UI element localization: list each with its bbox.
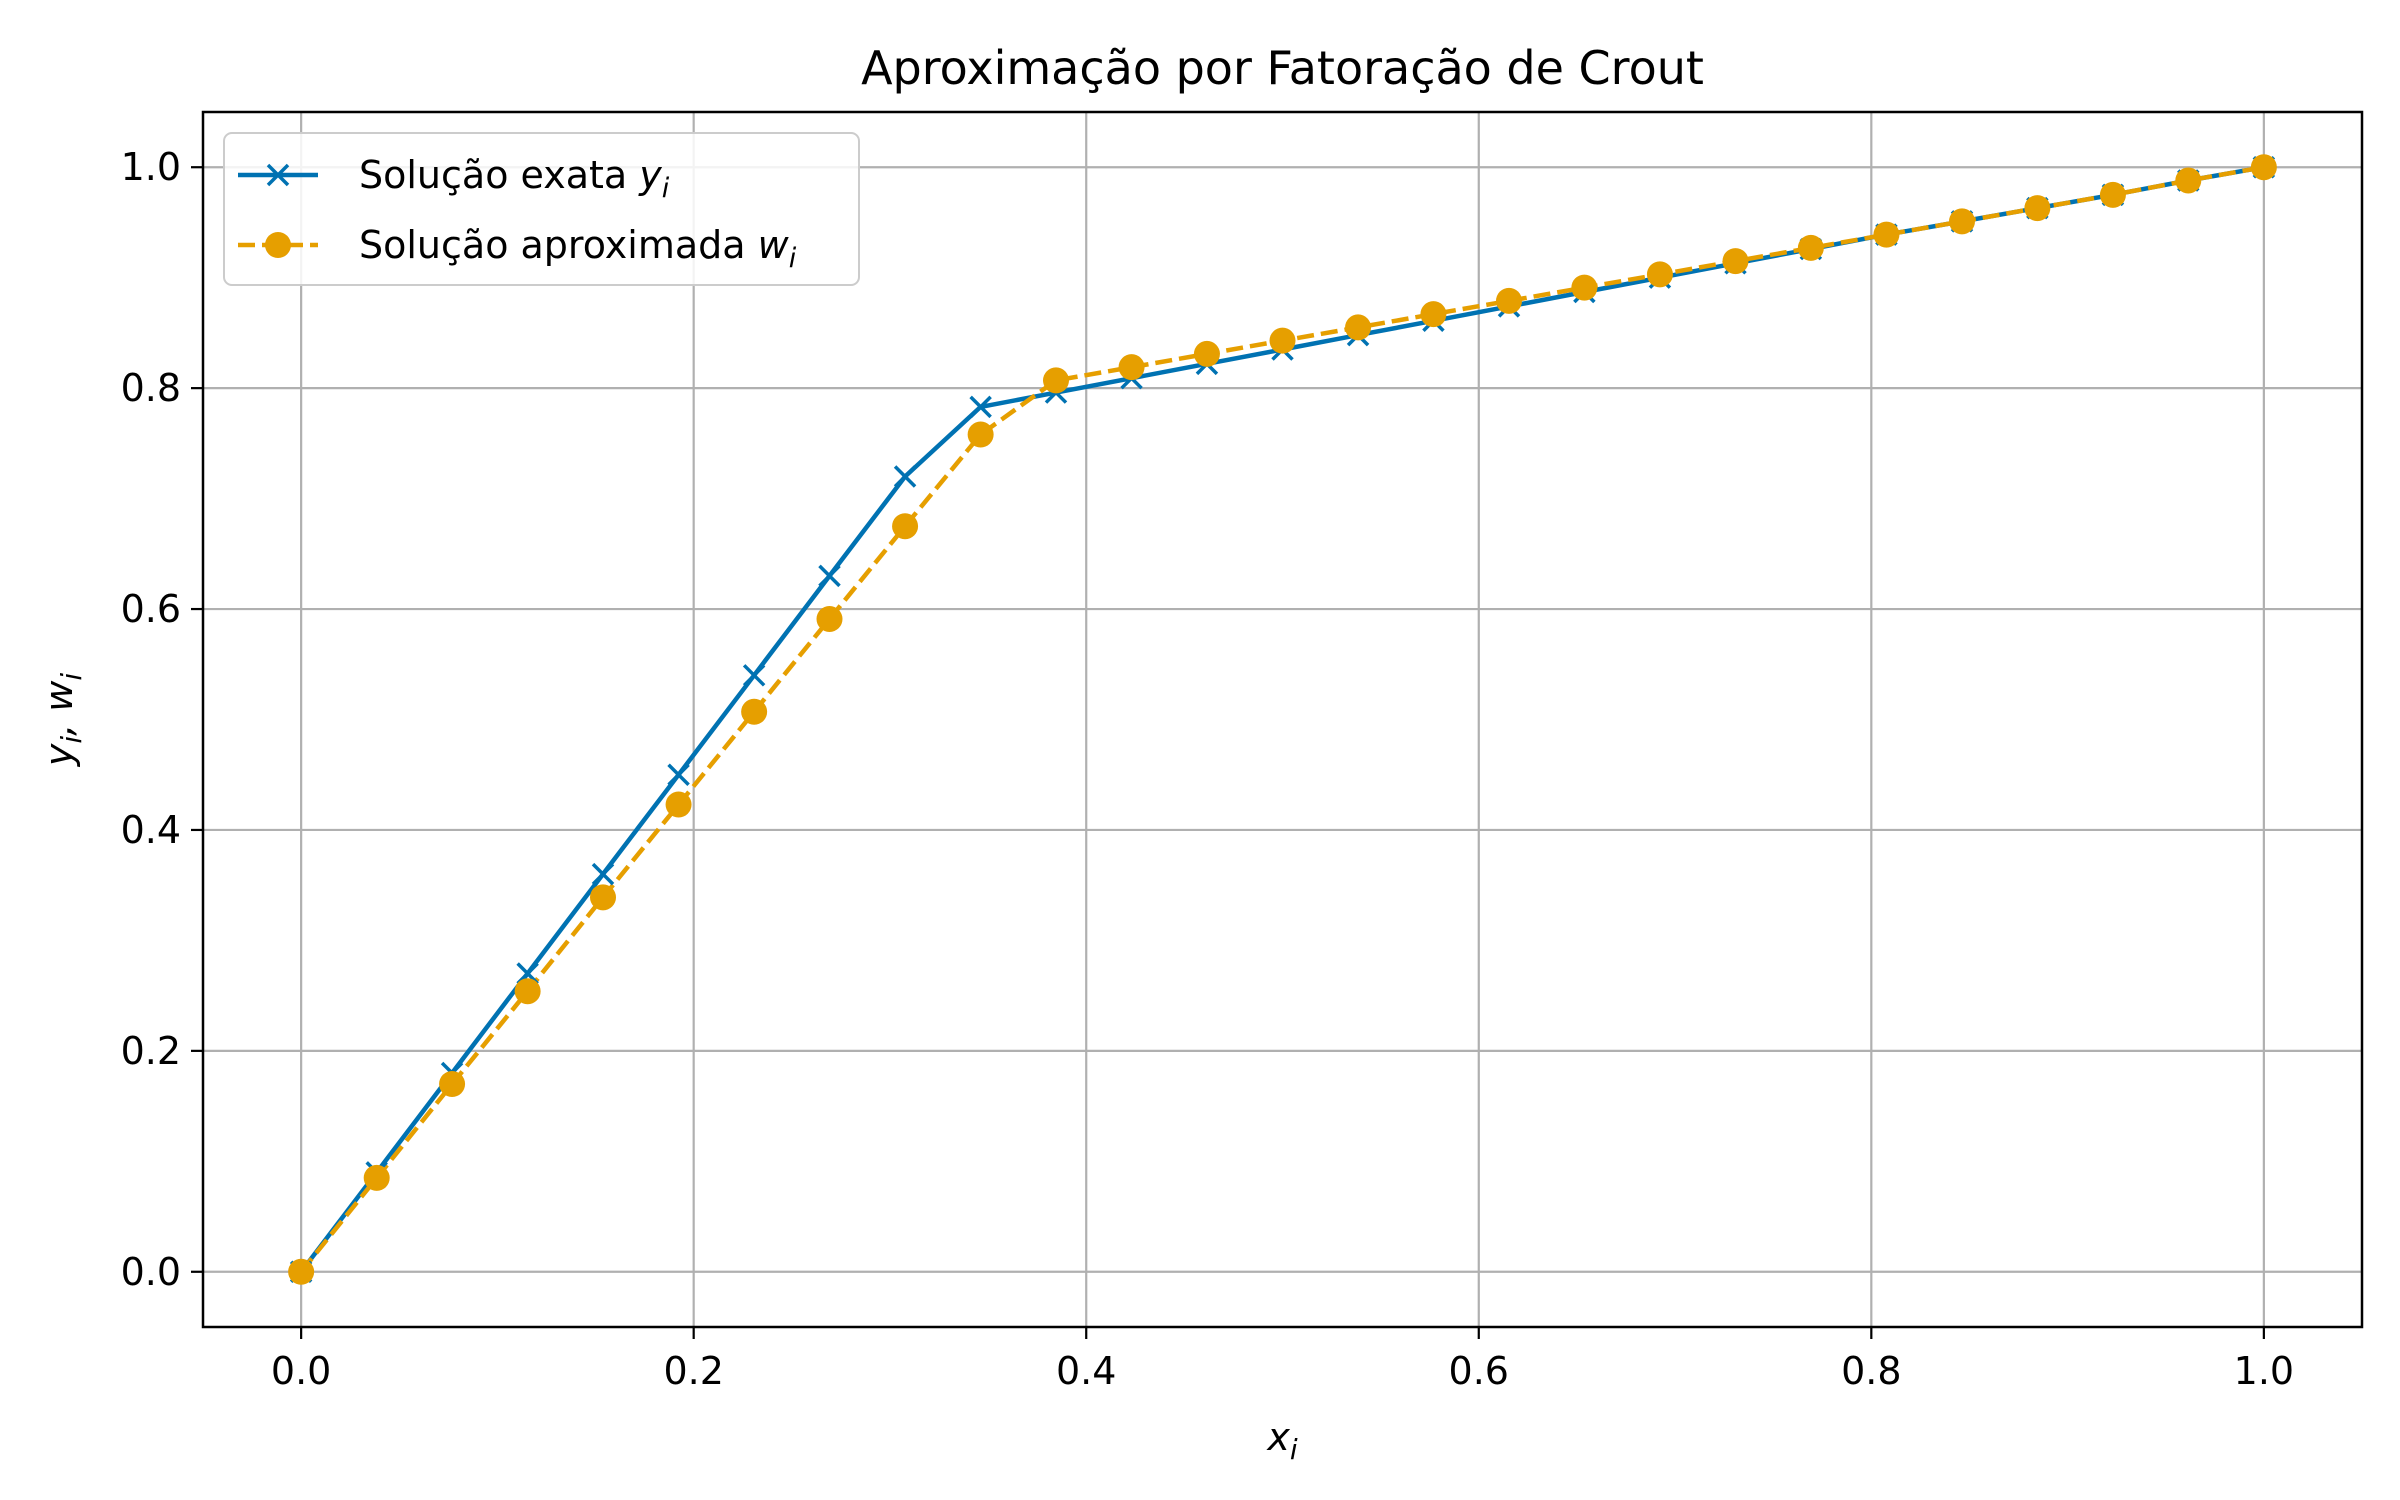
x-tick-label: 0.4	[1056, 1349, 1116, 1393]
data-point-circle-marker	[1495, 287, 1522, 314]
data-point-circle-marker	[2175, 167, 2202, 194]
legend: Solução exata yi Solução aproximada wi	[223, 132, 860, 286]
x-tick-label: 0.6	[1449, 1349, 1509, 1393]
x-axis-label: xi​	[1266, 1415, 1298, 1466]
data-point-circle-marker	[1571, 274, 1598, 301]
data-point-circle-marker	[1118, 354, 1145, 381]
data-point-circle-marker	[2099, 181, 2126, 208]
data-point-x-marker	[818, 564, 841, 588]
data-point-circle-marker	[288, 1258, 315, 1285]
x-tick-label: 0.0	[271, 1349, 331, 1393]
plot-frame	[201, 110, 2364, 1329]
y-tick-label: 0.6	[121, 587, 181, 631]
y-tick-label: 0.0	[121, 1250, 181, 1294]
x-tick-label: 1.0	[2234, 1349, 2294, 1393]
y-tick-label: 0.4	[121, 808, 181, 852]
legend-x-marker	[266, 163, 290, 187]
y-tick-label: 0.8	[121, 366, 181, 410]
data-point-circle-marker	[514, 978, 541, 1005]
data-point-circle-marker	[1797, 234, 1824, 261]
data-point-circle-marker	[1345, 314, 1372, 341]
data-point-circle-marker	[1722, 248, 1749, 275]
axis-ticks: 0.0 0.2 0.4 0.6 0.8 1.0 0.0 0.2 0.4 0.6 0.8 1.0	[121, 145, 2295, 1393]
y-tick-label: 1.0	[121, 145, 181, 189]
data-point-circle-marker	[1043, 367, 1070, 394]
data-point-circle-marker	[439, 1071, 466, 1097]
legend-label-2: Solução aproximada wi	[359, 223, 797, 274]
chart-title: Aproximação por Fatoração de Crout	[861, 41, 1704, 95]
x-tick-label: 0.8	[1841, 1349, 1901, 1393]
data-point-circle-marker	[2024, 195, 2051, 222]
data-point-circle-marker	[967, 421, 994, 448]
data-point-circle-marker	[363, 1164, 390, 1191]
data-point-circle-marker	[1269, 327, 1296, 354]
data-point-circle-marker	[1646, 261, 1673, 288]
data-point-circle-marker	[892, 513, 919, 540]
data-point-x-marker	[591, 862, 615, 886]
data-point-circle-marker	[1948, 208, 1975, 235]
y-axis-label: yi​, wi​	[37, 673, 88, 768]
data-point-circle-marker	[1193, 340, 1220, 367]
y-tick-label: 0.2	[121, 1029, 181, 1073]
series-markers	[288, 154, 2277, 1285]
legend-circle-marker	[265, 232, 291, 258]
legend-box	[223, 132, 860, 286]
data-point-circle-marker	[1420, 301, 1447, 328]
data-point-x-marker	[742, 664, 766, 687]
grid-lines	[203, 112, 2362, 1327]
data-point-circle-marker	[665, 791, 692, 818]
data-point-x-marker	[893, 465, 917, 488]
data-point-circle-marker	[590, 884, 617, 911]
data-point-circle-marker	[741, 698, 768, 725]
data-point-circle-marker	[1873, 221, 1900, 248]
data-point-circle-marker	[816, 605, 843, 632]
data-point-x-marker	[667, 763, 690, 786]
legend-label-1: Solução exata yi	[359, 153, 670, 204]
data-point-circle-marker	[2250, 154, 2277, 181]
x-tick-label: 0.2	[663, 1349, 723, 1393]
data-point-x-marker	[969, 395, 992, 419]
